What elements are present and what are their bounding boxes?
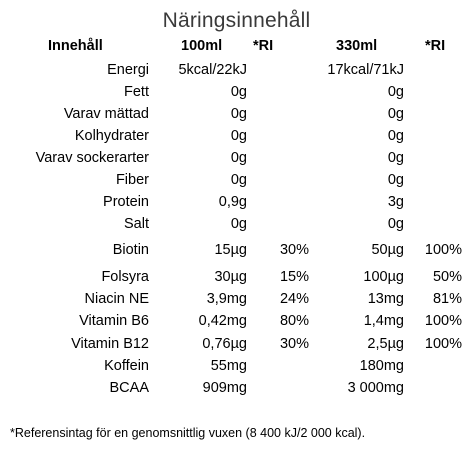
value-100ml: 0g xyxy=(230,150,247,166)
ri-330ml: 50% xyxy=(432,269,462,285)
value-330ml: 1,4mg xyxy=(363,313,404,329)
header-100ml: 100ml xyxy=(181,38,223,54)
ri-330ml: 81% xyxy=(432,291,462,307)
nutrient-name: Vitamin B6 xyxy=(79,313,149,329)
value-100ml: 0,9g xyxy=(218,194,247,210)
header-ri-100ml: *RI xyxy=(253,38,274,54)
nutrient-name: Biotin xyxy=(112,242,149,258)
value-330ml: 0g xyxy=(387,216,404,232)
nutrient-name: BCAA xyxy=(109,380,150,396)
nutrient-name: Vitamin B12 xyxy=(71,336,149,352)
table-row: Salt 0g 0g xyxy=(0,216,473,236)
table-row: Vitamin B6 0,42mg 80% 1,4mg 100% xyxy=(0,313,473,333)
table-row: Folsyra 30µg 15% 100µg 50% xyxy=(0,269,473,289)
value-100ml: 0,42mg xyxy=(198,313,247,329)
table-row: Fiber 0g 0g xyxy=(0,172,473,192)
value-100ml: 909mg xyxy=(202,380,247,396)
value-330ml: 180mg xyxy=(359,358,404,374)
table-row: Kolhydrater 0g 0g xyxy=(0,128,473,148)
value-100ml: 0g xyxy=(230,216,247,232)
nutrient-name: Niacin NE xyxy=(84,291,149,307)
nutrient-name: Varav sockerarter xyxy=(35,150,149,166)
value-100ml: 0g xyxy=(230,84,247,100)
value-100ml: 0g xyxy=(230,128,247,144)
ri-100ml: 15% xyxy=(279,269,309,285)
header-330ml: 330ml xyxy=(336,38,378,54)
value-100ml: 0g xyxy=(230,172,247,188)
value-100ml: 30µg xyxy=(214,269,247,285)
value-330ml: 3 000mg xyxy=(347,380,404,396)
table-row: Vitamin B12 0,76µg 30% 2,5µg 100% xyxy=(0,336,473,356)
nutrient-name: Fiber xyxy=(115,172,149,188)
ri-330ml: 100% xyxy=(424,336,462,352)
nutrient-name: Salt xyxy=(124,216,149,232)
value-330ml: 0g xyxy=(387,106,404,122)
nutrient-name: Folsyra xyxy=(101,269,149,285)
value-330ml: 50µg xyxy=(371,242,404,258)
nutrient-name: Koffein xyxy=(104,358,149,374)
value-100ml: 55mg xyxy=(210,358,247,374)
table-row: Fett 0g 0g xyxy=(0,84,473,104)
table-row: Energi 5kcal/22kJ 17kcal/71kJ xyxy=(0,62,473,82)
value-100ml: 3,9mg xyxy=(206,291,247,307)
ri-330ml: 100% xyxy=(424,313,462,329)
table-row: Varav sockerarter 0g 0g xyxy=(0,150,473,170)
table-row: Niacin NE 3,9mg 24% 13mg 81% xyxy=(0,291,473,311)
table-row: Protein 0,9g 3g xyxy=(0,194,473,214)
table-row: Koffein 55mg 180mg xyxy=(0,358,473,378)
value-100ml: 15µg xyxy=(214,242,247,258)
value-100ml: 0,76µg xyxy=(202,336,247,352)
value-330ml: 17kcal/71kJ xyxy=(327,62,404,78)
table-row: Biotin 15µg 30% 50µg 100% xyxy=(0,242,473,262)
value-330ml: 2,5µg xyxy=(367,336,404,352)
ri-100ml: 80% xyxy=(279,313,309,329)
table-row: Varav mättad 0g 0g xyxy=(0,106,473,126)
nutrient-name: Kolhydrater xyxy=(74,128,149,144)
nutrient-name: Energi xyxy=(107,62,149,78)
ri-100ml: 24% xyxy=(279,291,309,307)
table-row: BCAA 909mg 3 000mg xyxy=(0,380,473,400)
nutrient-name: Varav mättad xyxy=(63,106,149,122)
value-330ml: 13mg xyxy=(367,291,404,307)
header-ri-330ml: *RI xyxy=(425,38,446,54)
value-100ml: 0g xyxy=(230,106,247,122)
value-330ml: 0g xyxy=(387,150,404,166)
value-100ml: 5kcal/22kJ xyxy=(178,62,247,78)
nutrient-name: Fett xyxy=(124,84,149,100)
page-title: Näringsinnehåll xyxy=(162,9,311,32)
value-330ml: 0g xyxy=(387,128,404,144)
ri-100ml: 30% xyxy=(279,242,309,258)
value-330ml: 3g xyxy=(387,194,404,210)
value-330ml: 100µg xyxy=(363,269,404,285)
header-name: Innehåll xyxy=(48,38,103,54)
value-330ml: 0g xyxy=(387,172,404,188)
nutrient-name: Protein xyxy=(103,194,149,210)
footnote: *Referensintag för en genomsnittlig vuxe… xyxy=(10,426,366,440)
ri-330ml: 100% xyxy=(424,242,462,258)
ri-100ml: 30% xyxy=(279,336,309,352)
value-330ml: 0g xyxy=(387,84,404,100)
